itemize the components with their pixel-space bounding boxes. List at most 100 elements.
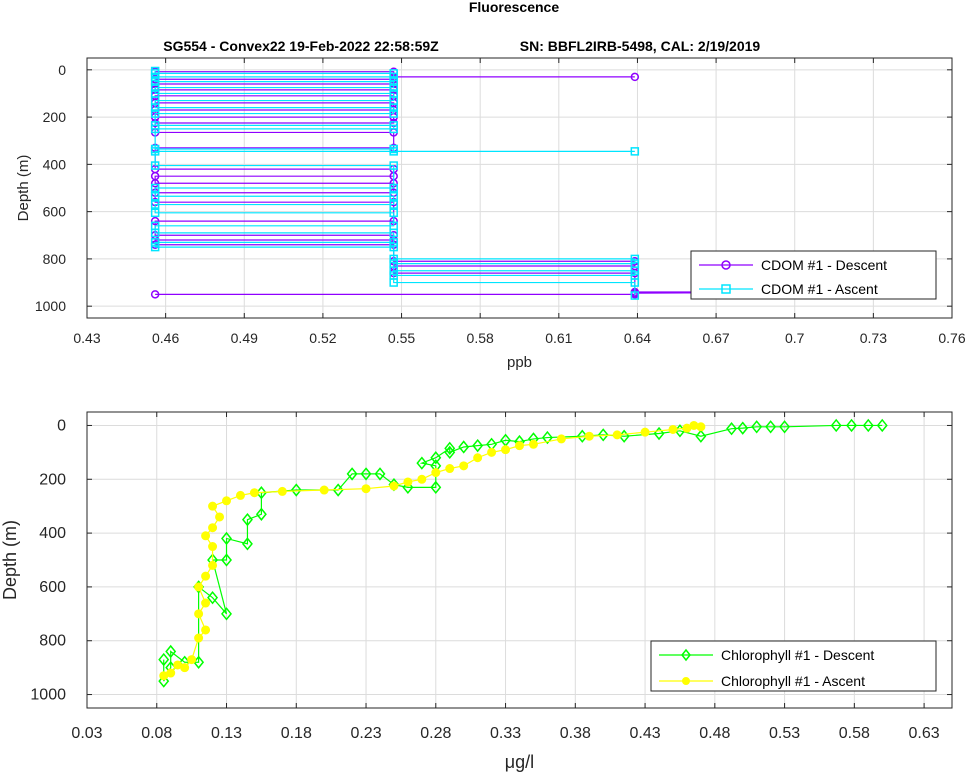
data-point bbox=[444, 441, 456, 456]
x-tick-label: 0.23 bbox=[350, 725, 381, 742]
data-point bbox=[150, 208, 160, 218]
x-tick-label: 0.7 bbox=[785, 330, 805, 346]
y-axis-label: Depth (m) bbox=[15, 155, 32, 222]
data-point bbox=[150, 66, 160, 76]
data-point bbox=[249, 488, 259, 498]
data-point bbox=[208, 523, 218, 533]
data-point bbox=[208, 501, 218, 511]
figure-subtitle-right: SN: BBFL2IRB-5498, CAL: 2/19/2019 bbox=[520, 38, 761, 54]
x-tick-label: 0.73 bbox=[860, 330, 887, 346]
data-point bbox=[459, 461, 469, 471]
data-point bbox=[150, 192, 160, 201]
y-tick-label: 0 bbox=[57, 417, 66, 434]
legend-box bbox=[650, 640, 937, 692]
data-point bbox=[876, 418, 888, 433]
data-point bbox=[389, 242, 398, 252]
data-point bbox=[150, 89, 160, 98]
data-point bbox=[215, 512, 225, 522]
data-point bbox=[630, 147, 640, 156]
data-point bbox=[430, 451, 442, 465]
y-axis-label: Depth (m) bbox=[0, 520, 20, 600]
data-point bbox=[360, 467, 372, 481]
x-tick-label: 0.55 bbox=[388, 330, 415, 346]
data-point bbox=[235, 490, 245, 500]
data-point bbox=[150, 83, 160, 92]
x-tick-label: 0.58 bbox=[467, 330, 494, 346]
data-point bbox=[445, 464, 455, 474]
legend-marker bbox=[721, 284, 731, 294]
axes-frame bbox=[86, 57, 953, 319]
data-point bbox=[501, 445, 511, 455]
data-point bbox=[779, 420, 791, 434]
data-point bbox=[417, 474, 427, 484]
x-tick-label: 0.49 bbox=[231, 330, 258, 346]
x-tick-label: 0.08 bbox=[141, 725, 172, 742]
data-point bbox=[201, 531, 211, 541]
x-axis-label: μg/l bbox=[505, 752, 534, 772]
data-point bbox=[208, 560, 218, 570]
data-point bbox=[221, 531, 232, 546]
series-0 bbox=[158, 418, 888, 688]
y-tick-label: 800 bbox=[43, 251, 67, 267]
data-point bbox=[277, 486, 287, 496]
data-point bbox=[290, 483, 302, 497]
data-point bbox=[751, 420, 763, 434]
data-point bbox=[473, 453, 483, 463]
data-point bbox=[255, 507, 267, 521]
x-tick-label: 0.13 bbox=[211, 725, 242, 742]
data-point bbox=[150, 216, 160, 226]
series-line bbox=[163, 424, 883, 682]
x-tick-label: 0.48 bbox=[699, 725, 730, 742]
data-point bbox=[765, 420, 777, 434]
data-point bbox=[201, 571, 211, 581]
data-point bbox=[389, 192, 398, 201]
data-point bbox=[150, 290, 160, 299]
data-point bbox=[416, 456, 428, 470]
legend-label: CDOM #1 - Descent bbox=[761, 257, 887, 273]
legend: CDOM #1 - Descent CDOM #1 - Ascent bbox=[690, 250, 937, 300]
data-point bbox=[150, 238, 160, 247]
y-tick-label: 800 bbox=[39, 633, 66, 650]
x-tick-label: 0.67 bbox=[702, 330, 729, 346]
y-tick-label: 0 bbox=[58, 62, 66, 78]
data-point bbox=[541, 430, 553, 445]
data-point bbox=[150, 179, 160, 188]
figure-subtitle-left: SG554 - Convex22 19-Feb-2022 22:58:59Z bbox=[163, 38, 439, 54]
data-point bbox=[584, 431, 594, 441]
data-point bbox=[630, 72, 640, 82]
y-tick-label: 600 bbox=[39, 579, 66, 596]
x-tick-label: 0.76 bbox=[938, 330, 965, 346]
data-point bbox=[389, 259, 398, 268]
data-point bbox=[221, 607, 232, 621]
data-point bbox=[201, 598, 211, 608]
data-point bbox=[389, 221, 398, 231]
data-point bbox=[150, 242, 160, 252]
data-point bbox=[389, 200, 398, 209]
legend-marker bbox=[681, 648, 691, 662]
data-point bbox=[389, 161, 398, 170]
axes-frame bbox=[86, 411, 953, 709]
data-point bbox=[194, 609, 204, 619]
data-point bbox=[737, 421, 749, 435]
data-point bbox=[528, 439, 538, 449]
data-point bbox=[389, 144, 398, 154]
data-point bbox=[180, 663, 190, 673]
cdom-axes: 0.43 0.46 0.49 0.52 0.55 0.58 0.61 0.64 0.67 0.7 0… bbox=[15, 57, 966, 371]
data-point bbox=[150, 200, 160, 209]
data-point bbox=[150, 183, 160, 193]
data-point bbox=[150, 77, 160, 86]
x-tick-label: 0.61 bbox=[545, 330, 572, 346]
y-tick-label: 600 bbox=[43, 204, 67, 220]
data-point bbox=[241, 537, 253, 551]
data-point bbox=[374, 467, 386, 481]
legend-box bbox=[690, 250, 937, 300]
x-tick-label: 0.43 bbox=[629, 725, 660, 742]
x-tick-label: 0.28 bbox=[420, 725, 451, 742]
series-1 bbox=[150, 66, 640, 300]
data-point bbox=[150, 109, 160, 118]
legend-marker bbox=[682, 677, 690, 685]
data-point bbox=[862, 418, 874, 433]
data-point bbox=[487, 447, 497, 457]
legend-label: Chlorophyll #1 - Ascent bbox=[721, 673, 865, 689]
data-point bbox=[332, 483, 344, 497]
